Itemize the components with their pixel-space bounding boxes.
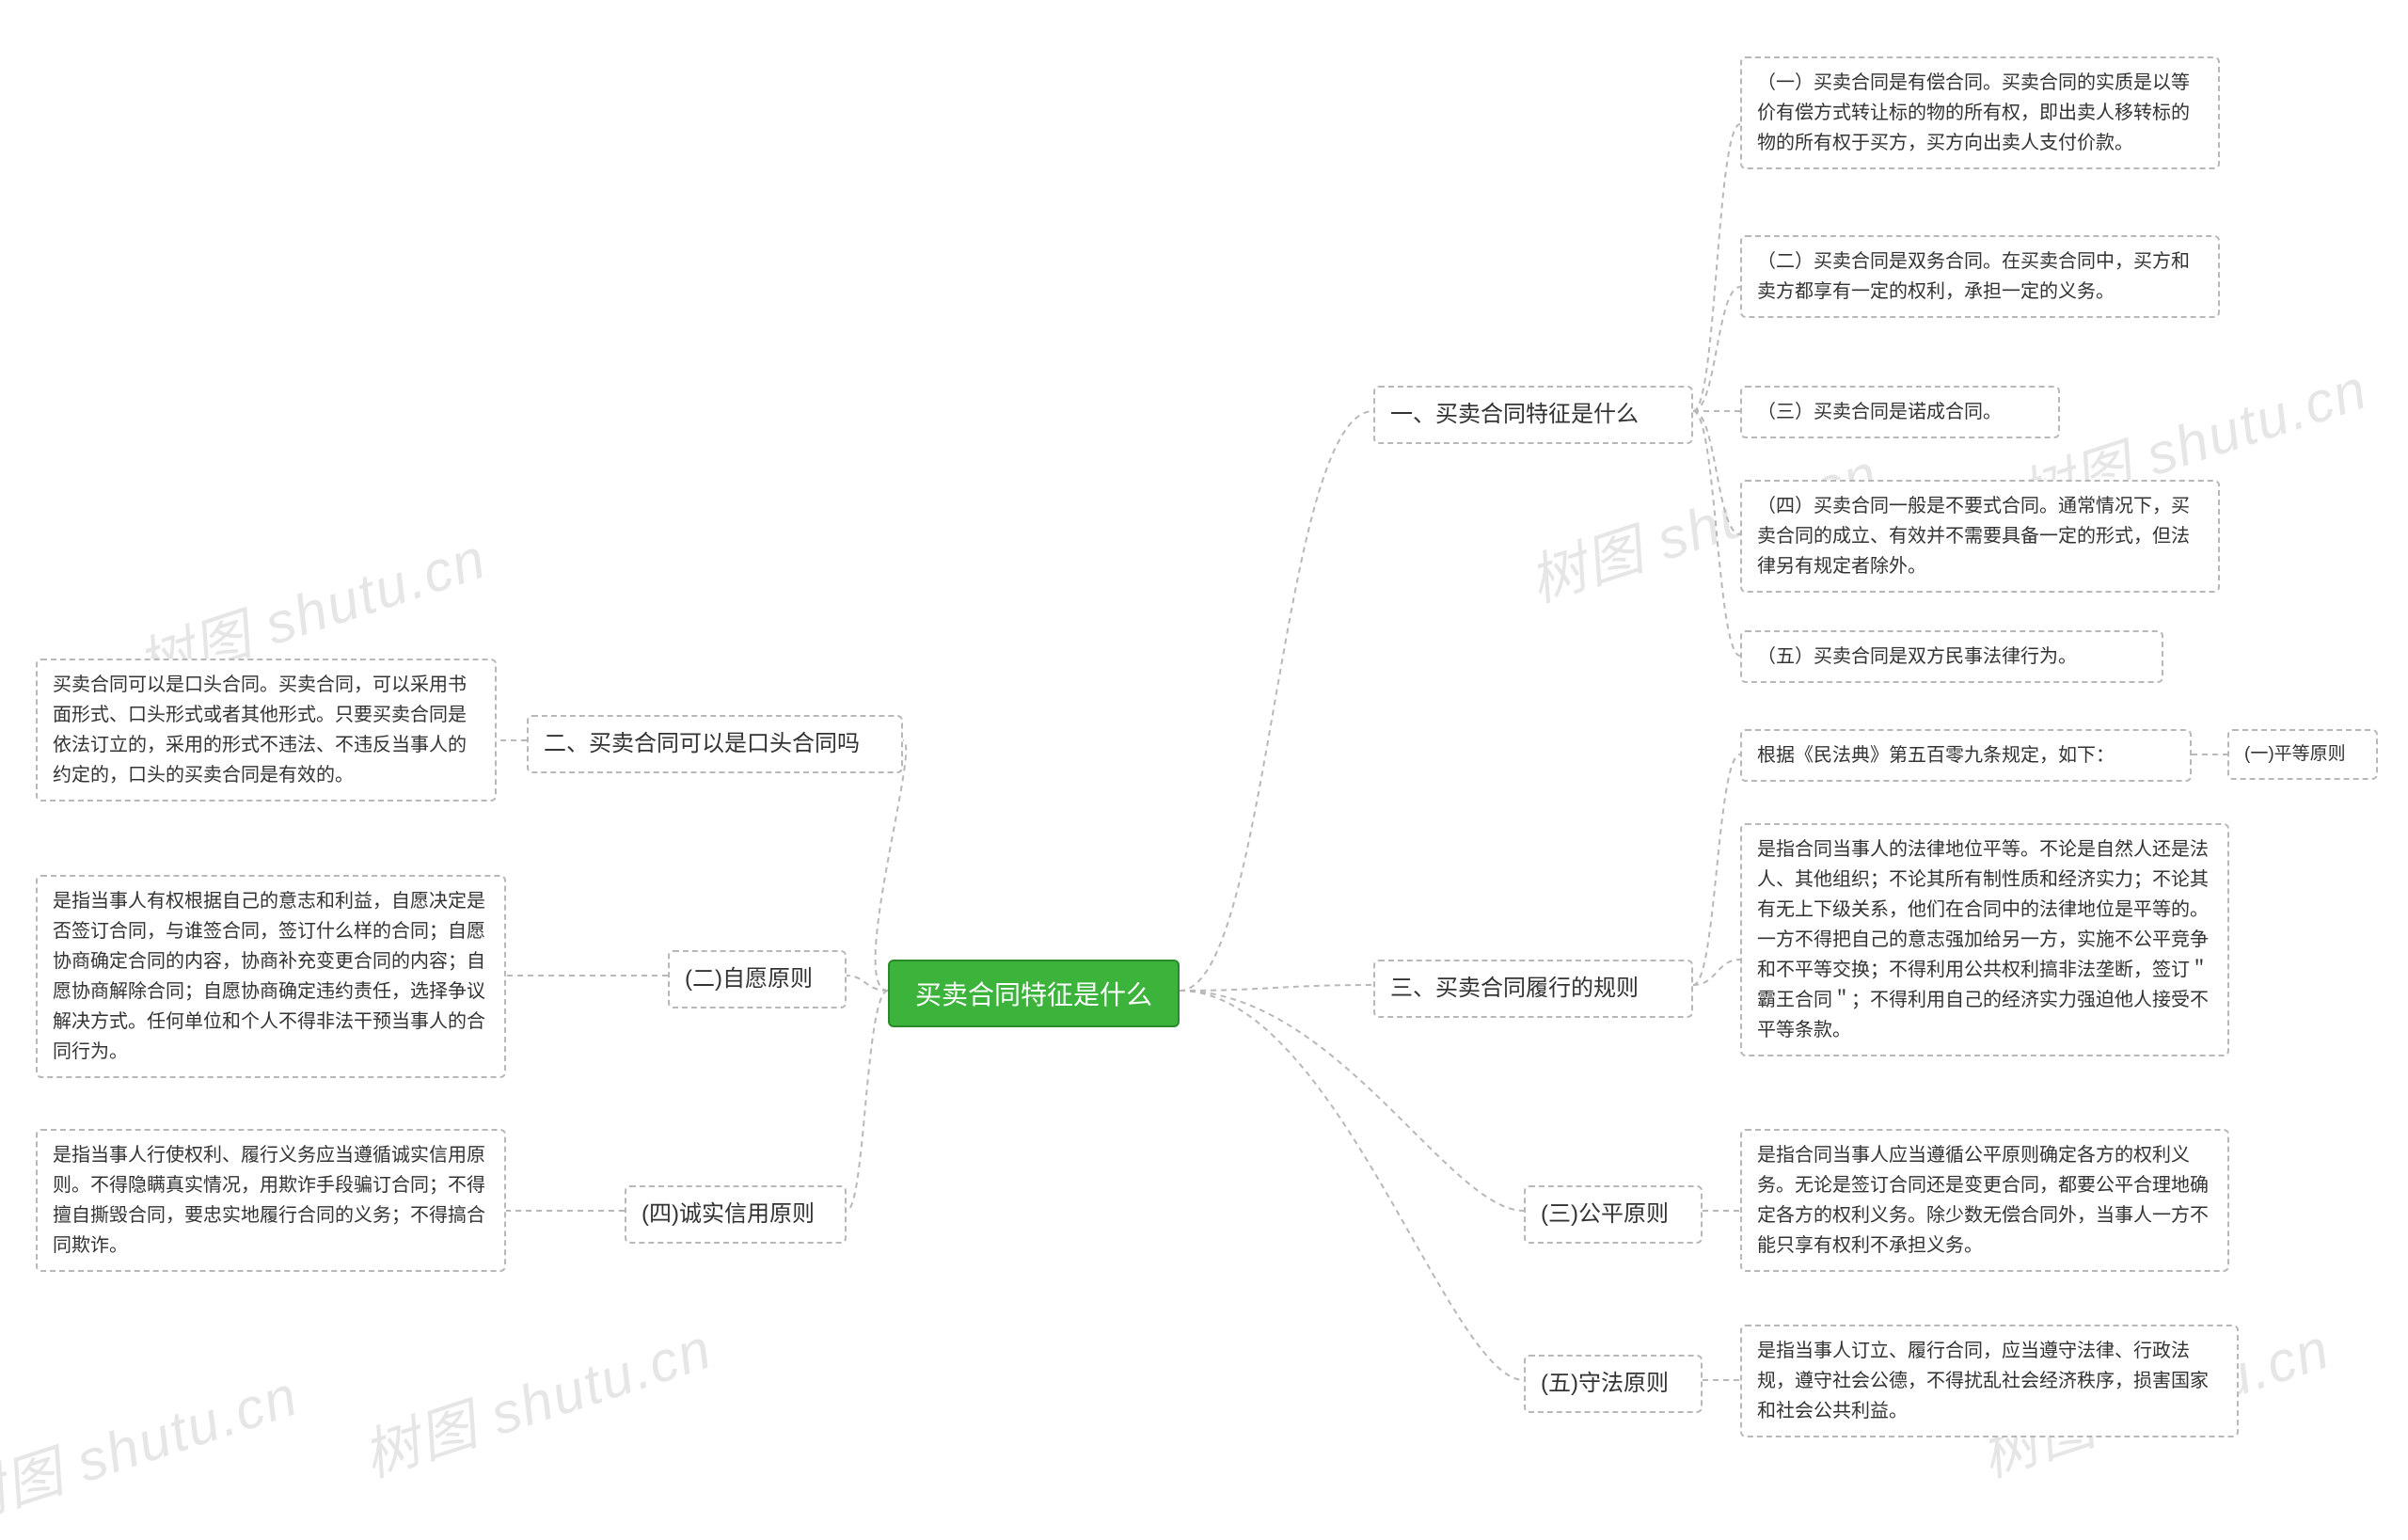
leaf-1b: （二）买卖合同是双务合同。在买卖合同中，买方和卖方都享有一定的权利，承担一定的义… <box>1740 235 2220 318</box>
branch-1[interactable]: 一、买卖合同特征是什么 <box>1373 386 1693 444</box>
branch-6[interactable]: (四)诚实信用原则 <box>625 1185 847 1244</box>
leaf-4a: 是指当事人有权根据自己的意志和利益，自愿决定是否签订合同，与谁签合同，签订什么样… <box>36 875 506 1078</box>
watermark: 树图 shutu.cn <box>351 1303 721 1493</box>
leaf-1d: （四）买卖合同一般是不要式合同。通常情况下，买卖合同的成立、有效并不需要具备一定… <box>1740 480 2220 593</box>
leaf-2a: 买卖合同可以是口头合同。买卖合同，可以采用书面形式、口头形式或者其他形式。只要买… <box>36 659 497 802</box>
branch-2[interactable]: 二、买卖合同可以是口头合同吗 <box>527 715 903 773</box>
leaf-3b: 是指合同当事人的法律地位平等。不论是自然人还是法人、其他组织；不论其所有制性质和… <box>1740 823 2229 1056</box>
leaf-3a1: (一)平等原则 <box>2227 729 2378 780</box>
leaf-1a: （一）买卖合同是有偿合同。买卖合同的实质是以等价有偿方式转让标的物的所有权，即出… <box>1740 56 2220 169</box>
branch-5[interactable]: (三)公平原则 <box>1524 1185 1703 1244</box>
watermark: 树图 shutu.cn <box>0 1350 308 1540</box>
leaf-3a: 根据《民法典》第五百零九条规定，如下： <box>1740 729 2192 782</box>
leaf-7a: 是指当事人订立、履行合同，应当遵守法律、行政法规，遵守社会公德，不得扰乱社会经济… <box>1740 1325 2239 1437</box>
branch-4[interactable]: (二)自愿原则 <box>668 950 847 1008</box>
branch-3[interactable]: 三、买卖合同履行的规则 <box>1373 960 1693 1018</box>
leaf-5a: 是指合同当事人应当遵循公平原则确定各方的权利义务。无论是签订合同还是变更合同，都… <box>1740 1129 2229 1272</box>
leaf-1c: （三）买卖合同是诺成合同。 <box>1740 386 2060 438</box>
root-node[interactable]: 买卖合同特征是什么 <box>888 960 1180 1027</box>
leaf-6a: 是指当事人行使权利、履行义务应当遵循诚实信用原则。不得隐瞒真实情况，用欺诈手段骗… <box>36 1129 506 1272</box>
leaf-1e: （五）买卖合同是双方民事法律行为。 <box>1740 630 2163 683</box>
branch-7[interactable]: (五)守法原则 <box>1524 1355 1703 1413</box>
